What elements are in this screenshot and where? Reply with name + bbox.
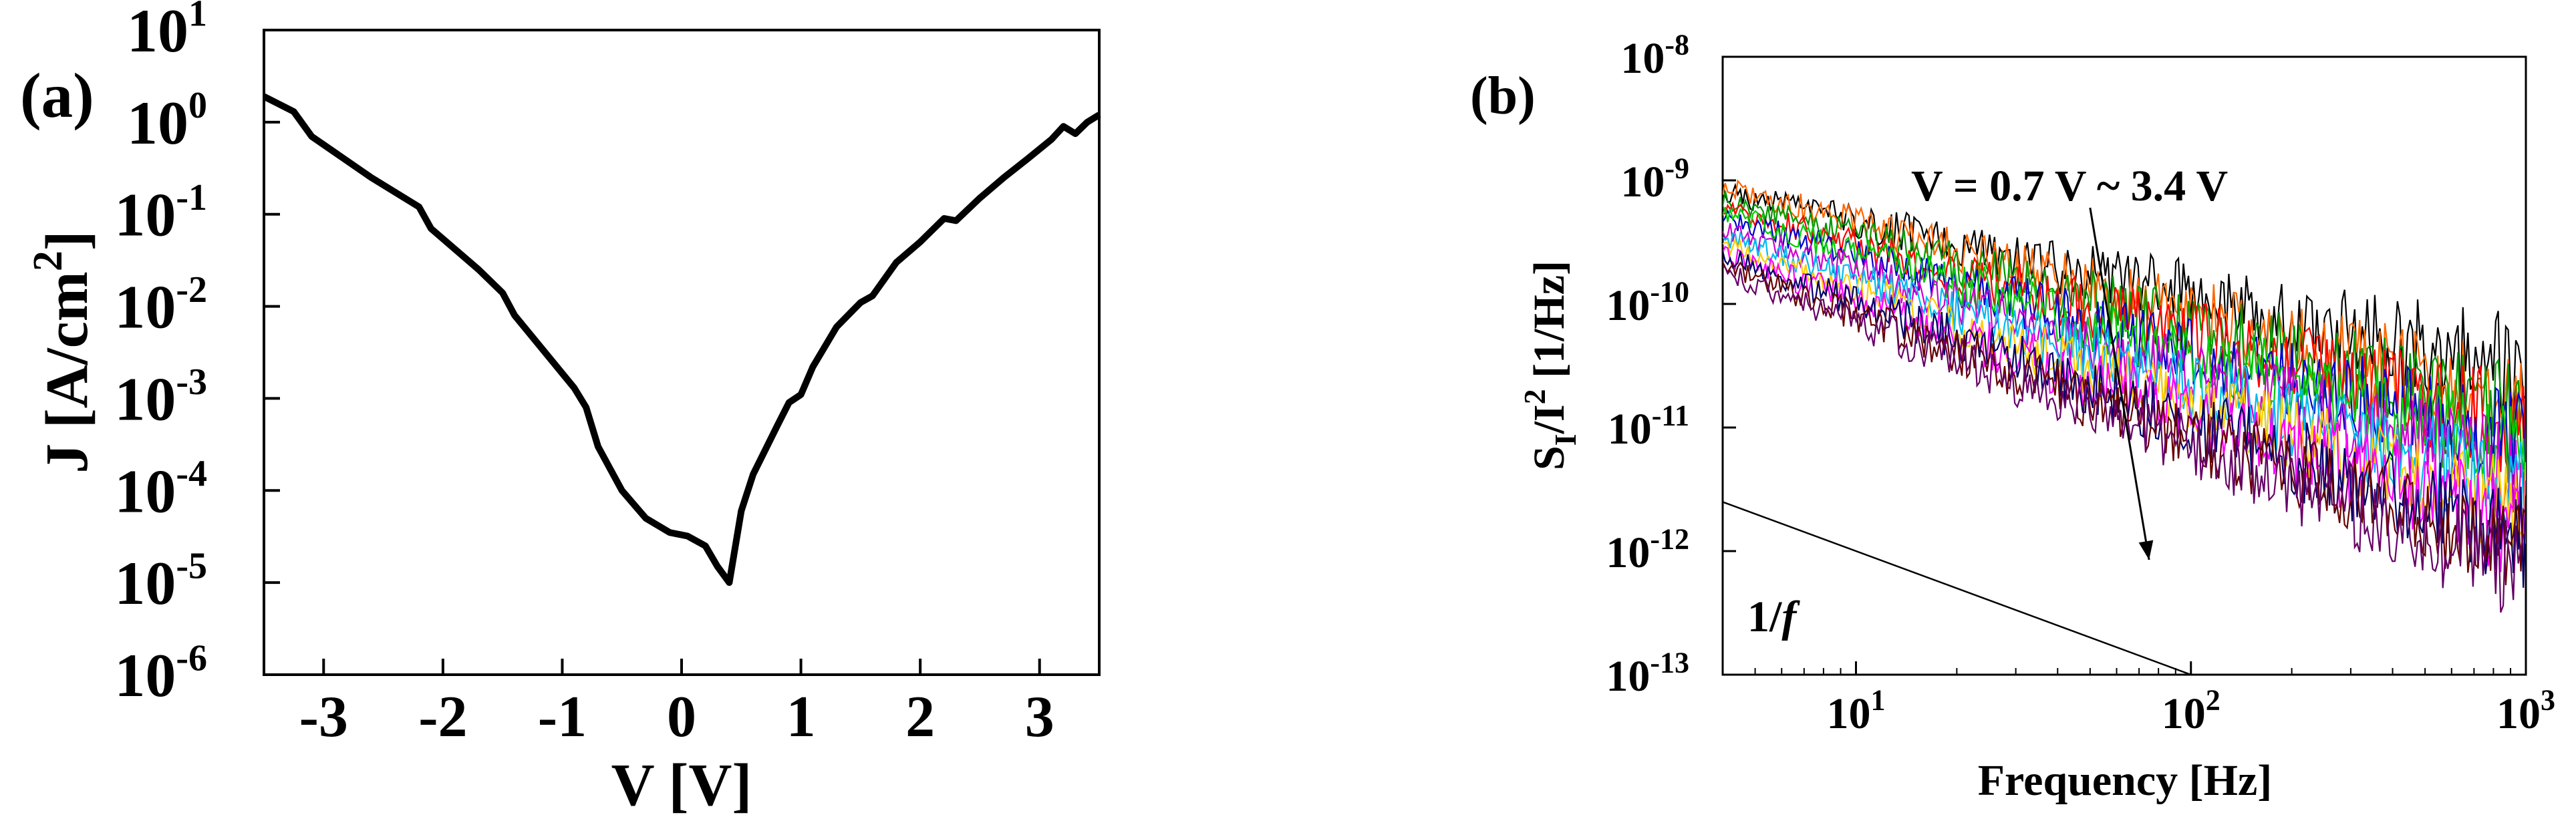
chart-b-series-line: [1723, 182, 2526, 415]
chart-a-y-tick-label: 10-5: [114, 546, 207, 618]
chart-a-y-tick-label: 10-2: [114, 269, 207, 341]
chart-a-y-tick-label: 101: [127, 0, 207, 65]
panel-a-label: (a): [20, 60, 94, 131]
chart-b-x-axis: 101 102 103: [1754, 661, 2555, 738]
chart-a-x-tick-label: 3: [1025, 685, 1054, 749]
chart-b-series-line: [1723, 265, 2526, 613]
chart-b-y-tick-label: 10-9: [1620, 152, 1689, 206]
chart-a-y-tick-label: 100: [127, 85, 207, 157]
chart-a-x-tick-label: 1: [786, 685, 816, 749]
chart-a-x-tick-label: -1: [538, 685, 587, 749]
chart-a-plot-area: [263, 29, 1101, 676]
chart-b-series-group: [1723, 179, 2526, 675]
chart-a-y-axis-title: J [A/cm2]: [25, 230, 100, 473]
chart-a-x-tick-label: -3: [299, 685, 348, 749]
chart-a-x-axis: -3 -2 -1 0 1 2 3: [299, 659, 1054, 749]
chart-a-series-line: [262, 93, 1101, 587]
chart-b-x-tick-label: 103: [2496, 683, 2555, 738]
chart-b-arrow-head: [2138, 540, 2154, 560]
chart-a-y-tick-label: 10-1: [114, 177, 207, 249]
chart-b-y-tick-label: 10-11: [1608, 399, 1689, 454]
chart-b-series-line: [1723, 222, 2526, 526]
chart-b-y-tick-label: 10-10: [1606, 275, 1689, 330]
chart-b-series-line: [1723, 231, 2526, 544]
chart-b-y-tick-label: 10-13: [1606, 646, 1689, 701]
chart-a-y-tick-label: 10-6: [114, 637, 207, 709]
chart-b-series-line: [1723, 261, 2526, 586]
chart-a-x-tick-label: -2: [418, 685, 467, 749]
chart-b-y-axis: 10-8 10-9 10-10 10-11 10-12 10-13: [1606, 28, 1736, 701]
chart-b-reference-line: [1723, 501, 2192, 675]
chart-a-x-tick-label: 0: [667, 685, 696, 749]
chart-a-y-axis: 101 100 10-1 10-2 10-3 10-4 10-5 10-6: [114, 0, 280, 709]
chart-b-y-tick-label: 10-12: [1606, 522, 1689, 577]
chart-a-series-group: [262, 93, 1101, 587]
chart-b-voltage-annotation: V = 0.7 V ~ 3.4 V: [1911, 162, 2228, 210]
chart-b-slope-annotation: 1/f: [1747, 593, 1800, 641]
chart-b-x-tick-label: 101: [1826, 683, 1885, 738]
chart-a-y-tick-label: 10-3: [114, 361, 207, 434]
chart-a-y-tick-label: 10-4: [114, 454, 207, 526]
chart-b-x-axis-title: Frequency [Hz]: [1978, 756, 2273, 805]
chart-a-x-axis-title: V [V]: [611, 752, 752, 818]
chart-b-arrow-line: [2089, 207, 2150, 560]
chart-b-y-axis-title: SI/I2 [1/Hz]: [1518, 261, 1582, 470]
chart-a-x-tick-label: 2: [905, 685, 935, 749]
chart-b-plot-area: [1721, 55, 2527, 676]
chart-b-x-tick-label: 102: [2162, 683, 2221, 738]
panel-b-label: (b): [1470, 67, 1536, 126]
chart-b-y-tick-label: 10-8: [1620, 28, 1689, 83]
